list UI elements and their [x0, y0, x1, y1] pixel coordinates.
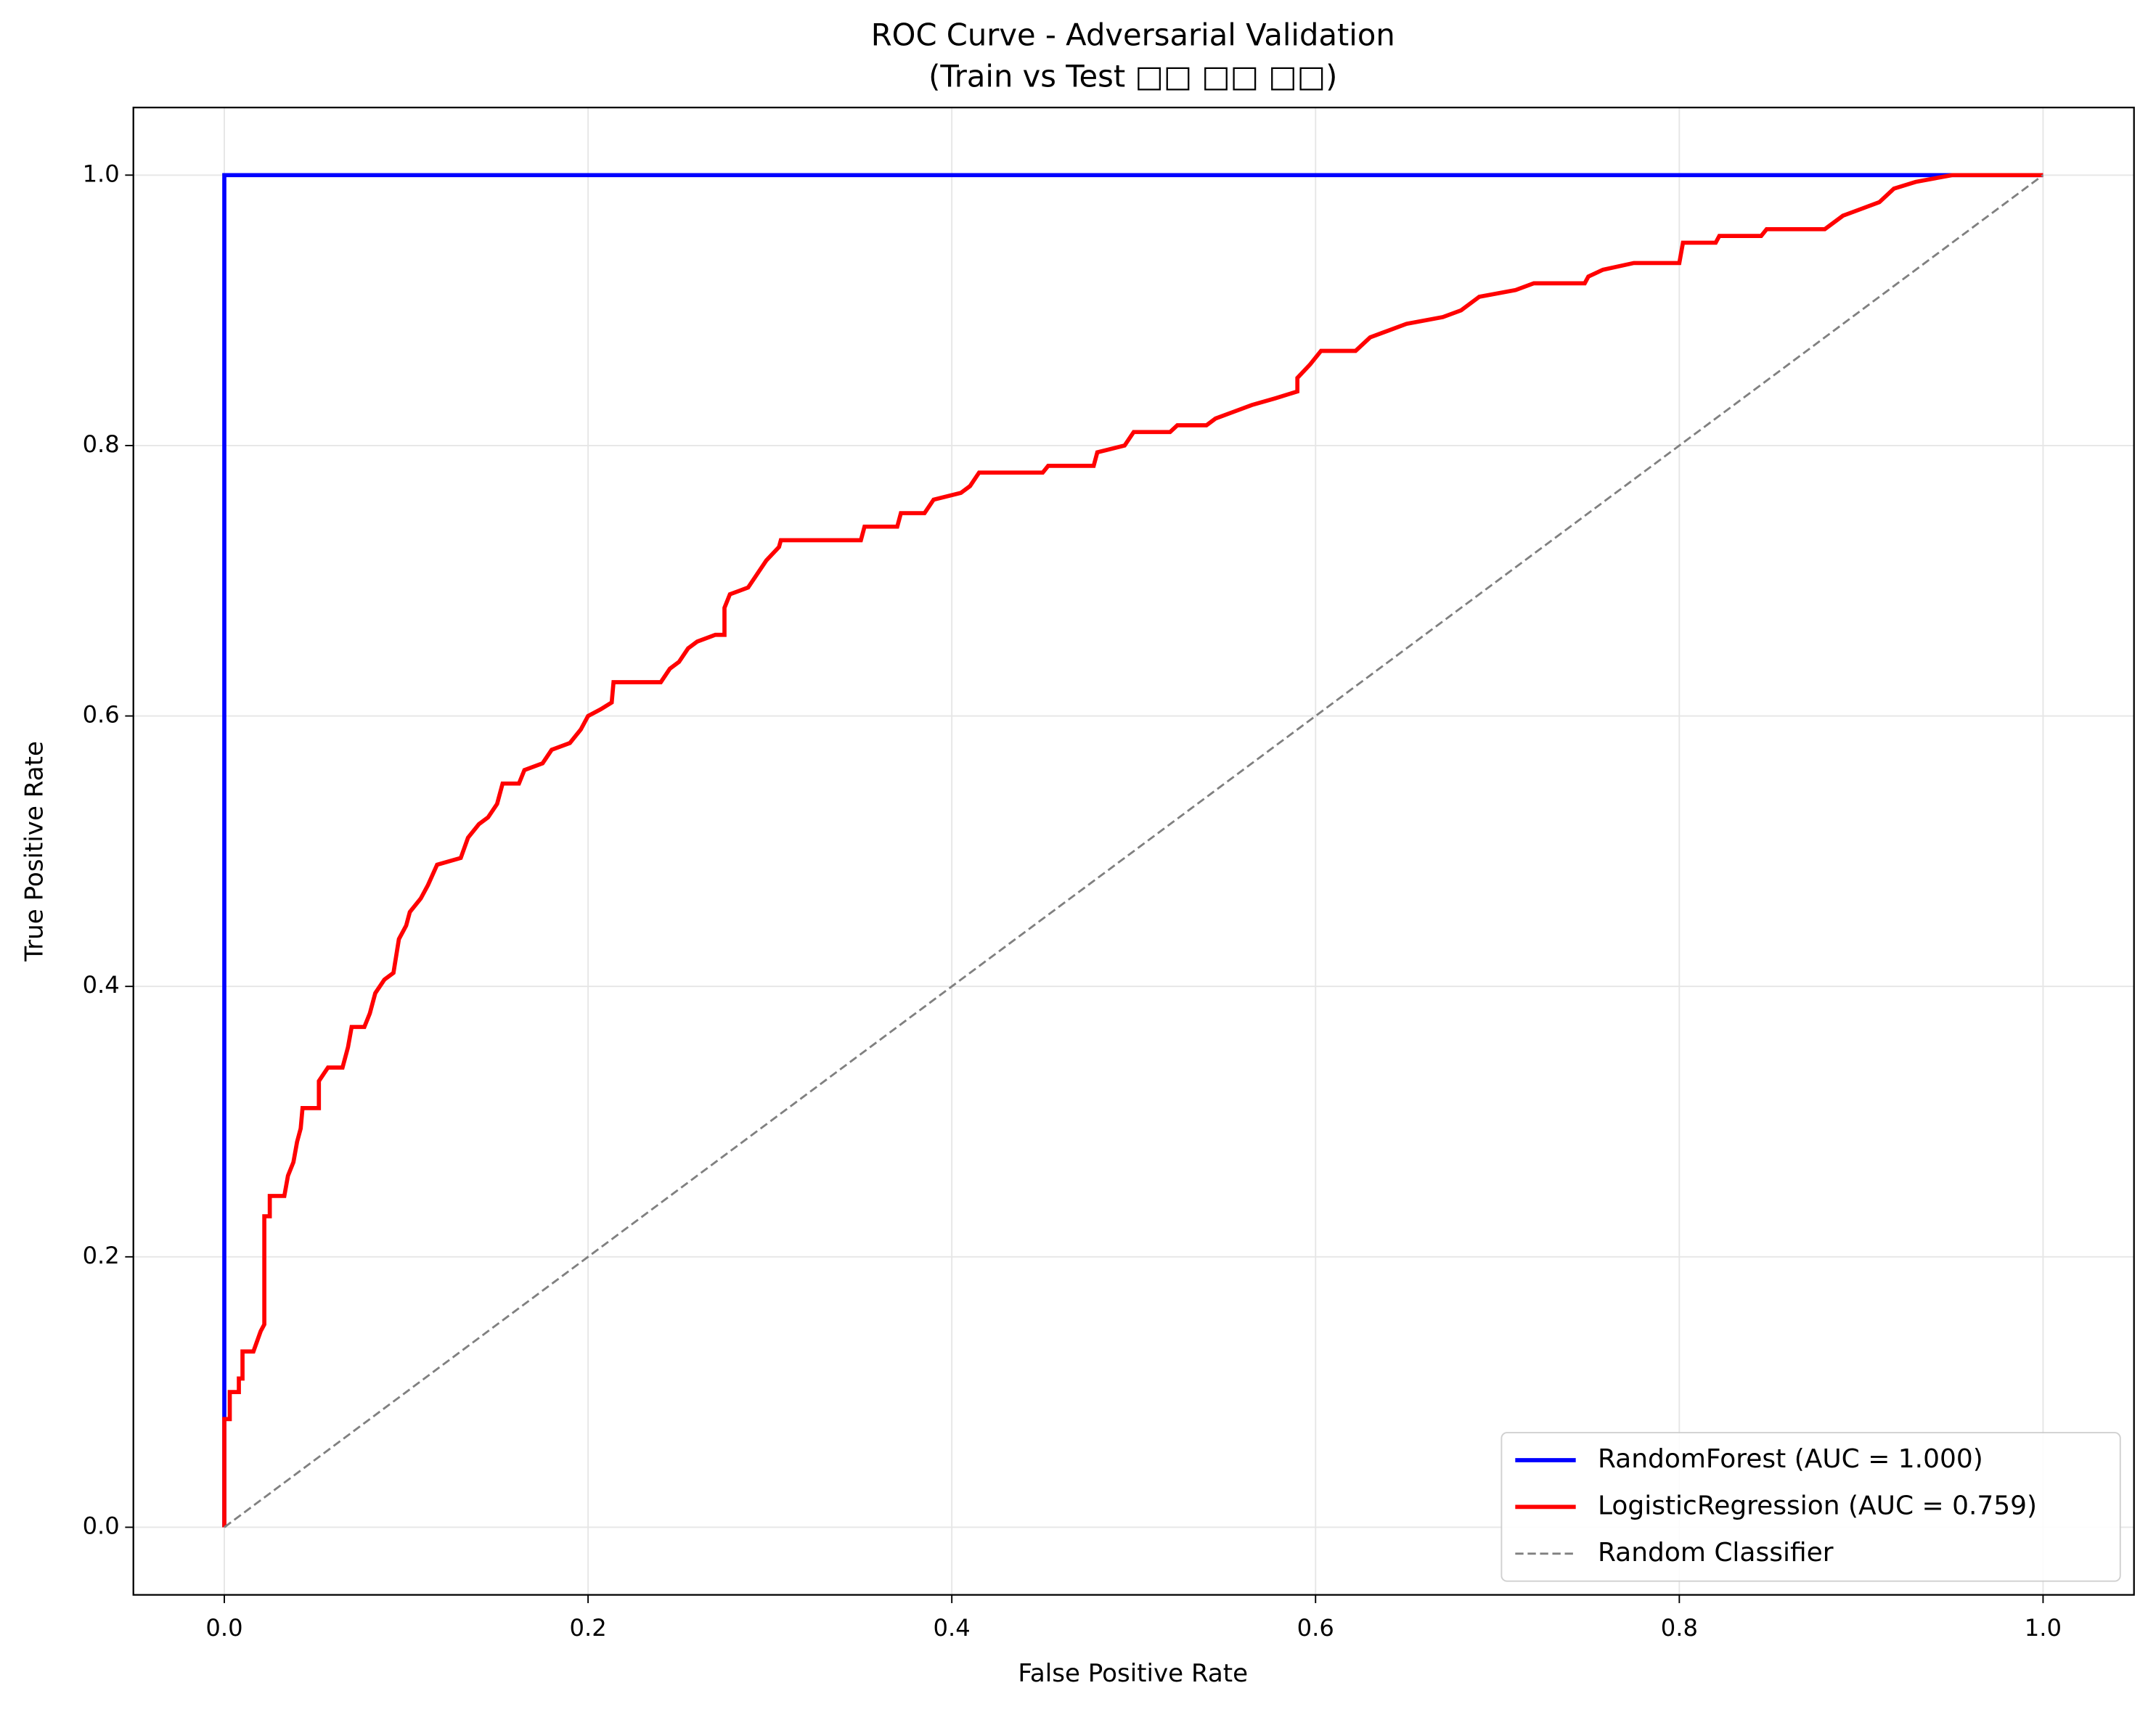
x-tick-label: 1.0: [2025, 1614, 2062, 1642]
x-tick-label: 0.8: [1661, 1614, 1698, 1642]
y-tick-label: 0.2: [83, 1242, 120, 1269]
y-tick-label: 0.8: [83, 430, 120, 458]
x-axis-label: False Positive Rate: [1018, 1659, 1248, 1688]
x-tick-label: 0.6: [1297, 1614, 1334, 1642]
legend-label: RandomForest (AUC = 1.000): [1598, 1444, 1983, 1474]
legend-label: Random Classifier: [1598, 1538, 1834, 1568]
y-tick-label: 0.4: [83, 971, 120, 999]
x-tick-label: 0.4: [934, 1614, 971, 1642]
series-line: [222, 173, 2043, 1528]
x-tick-label: 0.2: [569, 1614, 606, 1642]
y-tick-label: 1.0: [83, 160, 120, 187]
legend-box: [1500, 1432, 2121, 1582]
series-line: [224, 174, 2044, 1528]
y-tick-label: 0.6: [83, 701, 120, 729]
legend-label: LogisticRegression (AUC = 0.759): [1598, 1491, 2037, 1520]
chart-subtitle: (Train vs Test □□ □□ □□): [928, 58, 1337, 94]
plot-frame: [132, 107, 2135, 1596]
y-axis-label: True Positive Rate: [20, 741, 49, 962]
chart-title: ROC Curve - Adversarial Validation: [871, 17, 1395, 53]
x-tick-label: 0.0: [205, 1614, 242, 1642]
y-tick-label: 0.0: [83, 1512, 120, 1539]
